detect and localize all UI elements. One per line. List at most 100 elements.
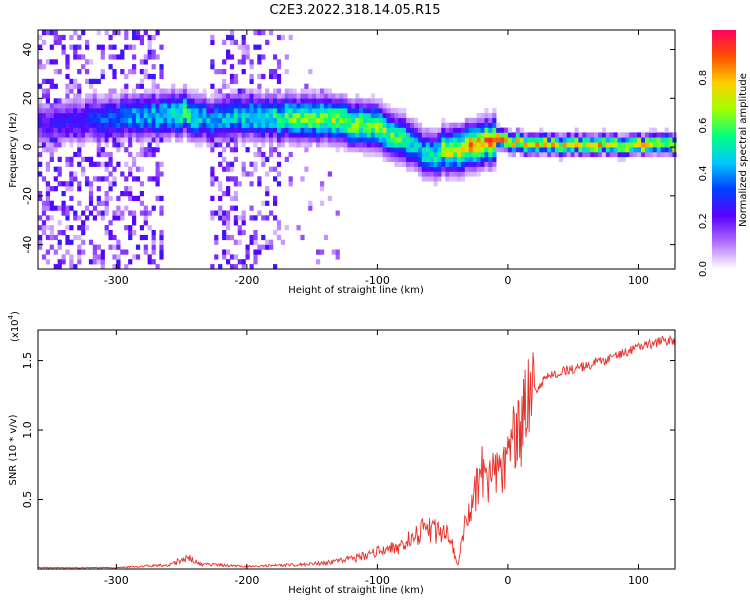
spectrogram-cell bbox=[468, 156, 473, 162]
spectrogram-cell bbox=[139, 191, 144, 197]
spectrogram-cell bbox=[656, 137, 661, 143]
spectrogram-cell bbox=[218, 112, 223, 119]
spectrogram-cell bbox=[280, 103, 285, 109]
spectrogram-cell bbox=[147, 132, 152, 138]
spectrogram-cell bbox=[370, 137, 376, 143]
spectrogram-cell bbox=[500, 147, 505, 153]
spectrogram-cell bbox=[253, 254, 258, 260]
spectrogram-cell bbox=[515, 132, 520, 138]
spectrogram-cell bbox=[155, 166, 160, 172]
spectrogram-cell bbox=[472, 127, 477, 133]
spectrogram-cell bbox=[629, 142, 634, 148]
spectrogram-cell bbox=[139, 127, 144, 133]
spectrogram-cell bbox=[49, 244, 54, 250]
spectrogram-cell bbox=[460, 142, 466, 148]
spectrogram-cell bbox=[65, 117, 70, 123]
spectrogram-cell bbox=[347, 147, 352, 153]
spectrogram-cell bbox=[41, 225, 47, 231]
spectrogram-cell bbox=[85, 132, 90, 138]
spectrogram-cell bbox=[135, 137, 141, 143]
spectrogram-cell bbox=[182, 117, 188, 123]
spectrogram-cell bbox=[633, 132, 638, 138]
spectrogram-cell bbox=[128, 166, 133, 172]
spectrogram-cell bbox=[226, 117, 231, 123]
spectrogram-cell bbox=[210, 147, 215, 153]
spectrogram-cell bbox=[139, 166, 144, 172]
spectrogram-cell bbox=[406, 127, 411, 133]
spectrogram-cell bbox=[308, 142, 313, 148]
spectrogram-cell bbox=[621, 151, 626, 158]
spectrogram-cell bbox=[135, 34, 141, 41]
spectrogram-cell bbox=[488, 161, 493, 167]
spectrogram-cell bbox=[41, 88, 47, 94]
spectrogram-cell bbox=[135, 244, 141, 250]
spectrogram-cell bbox=[73, 108, 78, 114]
spectrogram-cell bbox=[398, 156, 403, 162]
spectrogram-cell bbox=[421, 176, 426, 182]
spectrogram-cell bbox=[85, 78, 90, 84]
spectrogram-cell bbox=[143, 205, 148, 211]
spectrogram-cell bbox=[366, 112, 372, 119]
spectrogram-cell bbox=[41, 142, 47, 148]
spectrogram-cell bbox=[339, 98, 344, 104]
spectrogram-cell bbox=[320, 249, 325, 255]
spectrogram-cell bbox=[206, 142, 211, 148]
spectrogram-cell bbox=[417, 151, 423, 158]
spectrogram-cell bbox=[280, 108, 285, 114]
spectrogram-cell bbox=[355, 132, 360, 138]
spectrogram-cell bbox=[382, 142, 387, 148]
spectrogram-cell bbox=[241, 215, 246, 221]
spectrogram-cell bbox=[366, 142, 372, 148]
spectrogram-cell bbox=[445, 142, 450, 148]
spectrogram-cell bbox=[92, 137, 97, 143]
spectrogram-cell bbox=[45, 127, 50, 133]
spectrogram-cell bbox=[245, 127, 250, 133]
spectrogram-cell bbox=[437, 127, 442, 133]
spectrogram-cell bbox=[660, 137, 665, 143]
spectrogram-cell bbox=[190, 108, 195, 114]
spectrogram-cell bbox=[226, 215, 231, 221]
spectrogram-cell bbox=[69, 264, 74, 270]
spectrogram-cell bbox=[296, 108, 301, 114]
spectrogram-cell bbox=[61, 200, 66, 206]
spectrogram-cell bbox=[335, 132, 340, 138]
spectrogram-cell bbox=[605, 142, 610, 148]
spectrogram-cell bbox=[108, 234, 113, 241]
spectrogram-cell bbox=[92, 112, 97, 119]
spectrogram-cell bbox=[108, 117, 113, 123]
spectrogram-cell bbox=[284, 93, 289, 99]
spectrogram-cell bbox=[229, 205, 235, 211]
spectrogram-cell bbox=[641, 151, 646, 158]
spectrogram-cell bbox=[484, 147, 489, 153]
spectrogram-cell bbox=[202, 122, 207, 128]
spectrogram-cell bbox=[429, 166, 434, 172]
spectrogram-cell bbox=[515, 147, 520, 153]
spectrogram-cell bbox=[218, 117, 223, 123]
spectrogram-cell bbox=[390, 132, 395, 138]
spectrogram-cell bbox=[194, 103, 199, 109]
spectrogram-cell bbox=[116, 195, 121, 201]
spectrogram-cell bbox=[410, 151, 415, 158]
spectrogram-cell bbox=[61, 122, 66, 128]
y-tick-label: 40 bbox=[21, 43, 34, 57]
spectrogram-cell bbox=[480, 122, 485, 128]
spectrogram-cell bbox=[664, 151, 669, 158]
spectrogram-cell bbox=[41, 132, 47, 138]
spectrogram-cell bbox=[276, 151, 282, 158]
spectrogram-cell bbox=[484, 112, 489, 119]
spectrogram-cell bbox=[210, 64, 215, 70]
spectrogram-cell bbox=[77, 161, 82, 167]
spectrogram-cell bbox=[402, 151, 407, 158]
spectrogram-cell bbox=[53, 127, 58, 133]
spectrogram-cell bbox=[229, 54, 235, 60]
spectrogram-cell bbox=[100, 254, 105, 260]
spectrogram-cell bbox=[155, 54, 160, 60]
spectrogram-cell bbox=[135, 112, 141, 119]
spectrogram-cell bbox=[139, 34, 144, 41]
spectrogram-cell bbox=[335, 103, 340, 109]
spectrogram-cell bbox=[112, 73, 117, 80]
spectrogram-cell bbox=[500, 142, 505, 148]
spectrogram-cell bbox=[410, 122, 415, 128]
spectrogram-cell bbox=[425, 171, 430, 177]
spectrogram-cell bbox=[288, 122, 293, 128]
